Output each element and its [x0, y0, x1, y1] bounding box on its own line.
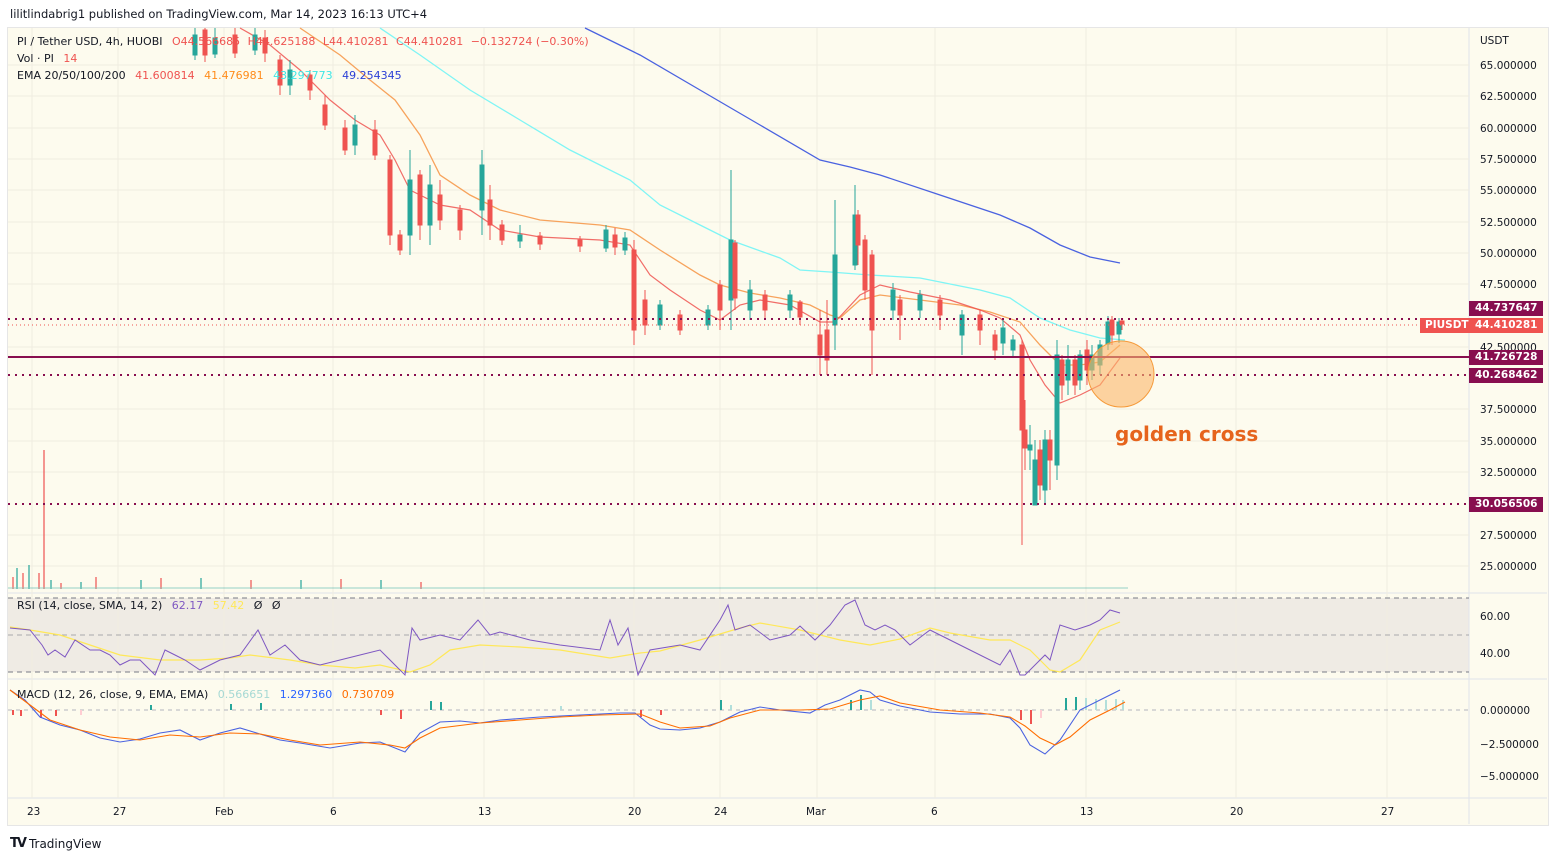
svg-text:35.000000: 35.000000 [1480, 436, 1537, 448]
rsi-extra2: Ø [271, 599, 281, 612]
svg-text:−5.000000: −5.000000 [1480, 771, 1539, 783]
svg-text:6: 6 [931, 806, 938, 818]
symbol-legend[interactable]: PI / Tether USD, 4h, HUOBI O44.566685 H4… [17, 35, 595, 48]
svg-text:57.500000: 57.500000 [1480, 154, 1537, 166]
svg-text:50.000000: 50.000000 [1480, 248, 1537, 260]
ohlc-close: C44.410281 [396, 35, 464, 48]
svg-text:25.000000: 25.000000 [1480, 561, 1537, 573]
svg-text:37.500000: 37.500000 [1480, 404, 1537, 416]
tradingview-brand[interactable]: TV TradingView [10, 836, 101, 851]
candlesticks [192, 28, 1125, 545]
ema100-value: 43.297773 [273, 69, 333, 82]
ema20-value: 41.600814 [135, 69, 195, 82]
rsi-axis[interactable]: 60.00 40.00 [1480, 611, 1510, 660]
volume-legend[interactable]: Vol · PI 14 [17, 52, 83, 65]
svg-text:55.000000: 55.000000 [1480, 185, 1537, 197]
price-tag-level2: 41.726728 [1469, 350, 1544, 365]
symbol-tag: PIUSDT [1420, 318, 1474, 333]
ohlc-low: L44.410281 [322, 35, 389, 48]
macd-hist-value: 0.566651 [217, 688, 271, 701]
svg-text:20: 20 [628, 806, 641, 818]
time-grid [31, 28, 1388, 798]
ohlc-high: H44.625188 [247, 35, 316, 48]
rsi-line [9, 599, 1121, 677]
macd-legend[interactable]: MACD (12, 26, close, 9, EMA, EMA) 0.5666… [17, 688, 400, 701]
ema-label: EMA 20/50/100/200 [17, 69, 126, 82]
macd-axis[interactable]: 0.000000 −2.500000 −5.000000 [1480, 705, 1539, 783]
svg-text:27.500000: 27.500000 [1480, 530, 1537, 542]
price-grid [8, 64, 1469, 567]
ema50-value: 41.476981 [204, 69, 264, 82]
svg-text:60.000000: 60.000000 [1480, 123, 1537, 135]
ohlc-open: O44.566685 [172, 35, 241, 48]
volume-value: 14 [63, 52, 78, 65]
tradingview-logo-icon: TV [10, 836, 27, 851]
golden-cross-circle[interactable] [1087, 340, 1155, 408]
publisher-line: lilitlindabrig1 published on TradingView… [10, 7, 428, 21]
svg-text:60.00: 60.00 [1480, 611, 1510, 623]
price-tag-last: 44.410281 [1469, 318, 1544, 333]
price-tag-level1: 44.737647 [1469, 301, 1544, 316]
svg-text:13: 13 [1080, 806, 1093, 818]
svg-text:52.500000: 52.500000 [1480, 217, 1537, 229]
signal-line [9, 689, 1126, 749]
svg-text:40.00: 40.00 [1480, 648, 1510, 660]
macd-label: MACD (12, 26, close, 9, EMA, EMA) [17, 688, 209, 701]
svg-text:13: 13 [478, 806, 491, 818]
ohlc-change: −0.132724 (−0.30%) [470, 35, 589, 48]
volume-label: Vol · PI [17, 52, 54, 65]
rsi-value: 62.17 [171, 599, 204, 612]
rsi-legend[interactable]: RSI (14, close, SMA, 14, 2) 62.17 57.42 … [17, 599, 287, 612]
ema200-line [584, 27, 1121, 264]
rsi-sma-value: 57.42 [212, 599, 245, 612]
price-tag-level4: 30.056506 [1469, 497, 1544, 512]
golden-cross-annotation[interactable]: golden cross [1115, 422, 1259, 446]
svg-text:Feb: Feb [215, 806, 234, 818]
svg-text:65.000000: 65.000000 [1480, 60, 1537, 72]
svg-text:27: 27 [1381, 806, 1394, 818]
ema-legend[interactable]: EMA 20/50/100/200 41.600814 41.476981 43… [17, 69, 408, 82]
svg-text:0.000000: 0.000000 [1480, 705, 1530, 717]
svg-text:Mar: Mar [806, 806, 826, 818]
brand-name: TradingView [28, 836, 102, 851]
svg-text:62.500000: 62.500000 [1480, 91, 1537, 103]
svg-text:47.500000: 47.500000 [1480, 279, 1537, 291]
ema200-value: 49.254345 [342, 69, 402, 82]
svg-text:20: 20 [1230, 806, 1243, 818]
svg-text:27: 27 [113, 806, 126, 818]
price-tag-level3: 40.268462 [1469, 368, 1544, 383]
svg-text:32.500000: 32.500000 [1480, 467, 1537, 479]
macd-histogram [12, 695, 1124, 724]
rsi-bands [8, 597, 1469, 673]
svg-text:−2.500000: −2.500000 [1480, 739, 1539, 751]
macd-line [9, 689, 1121, 755]
rsi-label: RSI (14, close, SMA, 14, 2) [17, 599, 163, 612]
ema100-line [379, 27, 1126, 341]
svg-text:USDT: USDT [1480, 35, 1509, 47]
svg-text:23: 23 [27, 806, 40, 818]
svg-text:6: 6 [330, 806, 337, 818]
rsi-extra1: Ø [253, 599, 263, 612]
macd-signal-value: 0.730709 [341, 688, 395, 701]
time-axis[interactable]: 23 27 Feb 6 13 20 24 Mar 6 13 20 27 [27, 806, 1394, 818]
rsi-sma-line [9, 621, 1121, 673]
macd-value: 1.297360 [279, 688, 333, 701]
svg-text:24: 24 [714, 806, 728, 818]
volume-bars [8, 450, 1128, 589]
symbol-title: PI / Tether USD, 4h, HUOBI [17, 35, 163, 48]
